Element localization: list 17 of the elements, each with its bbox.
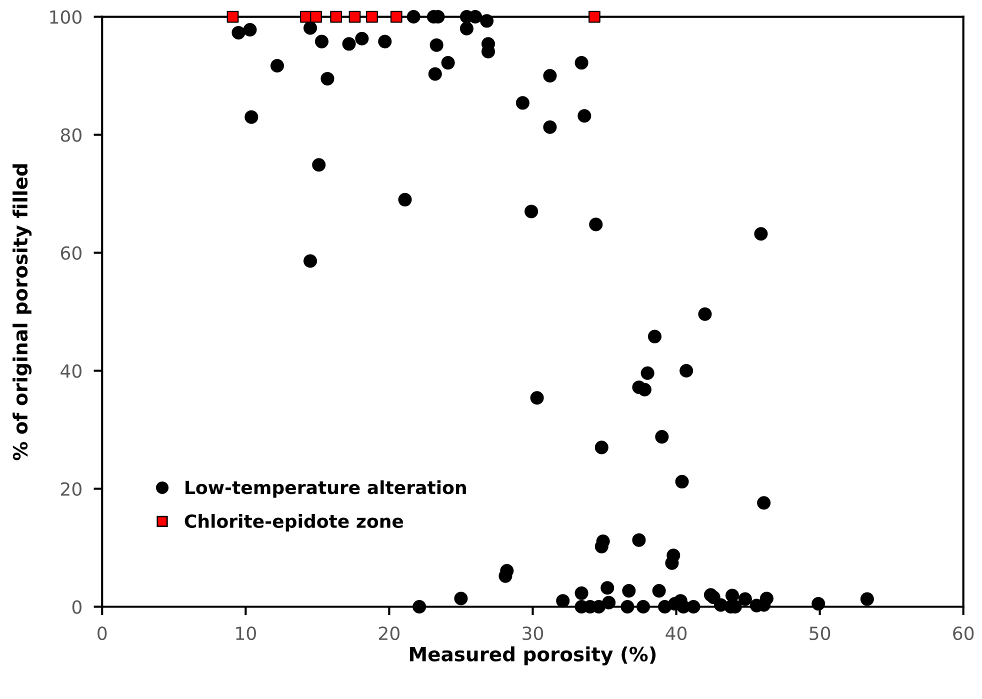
x-tick-label: 60 bbox=[953, 626, 974, 640]
x-tick-label: 50 bbox=[810, 626, 830, 640]
y-tick-label: 40 bbox=[60, 364, 82, 378]
x-axis-title: Measured porosity (%) bbox=[410, 646, 656, 666]
x-tick-label: 0 bbox=[98, 626, 107, 640]
x-tick-label: 20 bbox=[379, 626, 400, 640]
x-tick-label: 30 bbox=[522, 626, 544, 640]
y-tick-label: 80 bbox=[60, 128, 82, 142]
y-tick-label: 60 bbox=[60, 246, 82, 260]
y-tick-label: 0 bbox=[72, 600, 82, 614]
y-tick-label: 100 bbox=[50, 10, 82, 24]
legend-label: Chlorite-epidote zone bbox=[184, 514, 404, 532]
legend-label: Low-temperature alteration bbox=[186, 480, 466, 498]
x-tick-label: 40 bbox=[666, 626, 687, 640]
y-tick-label: 20 bbox=[61, 482, 82, 496]
y-axis-title: % of original porosity filled bbox=[12, 164, 32, 460]
x-tick-label: 10 bbox=[236, 626, 256, 640]
